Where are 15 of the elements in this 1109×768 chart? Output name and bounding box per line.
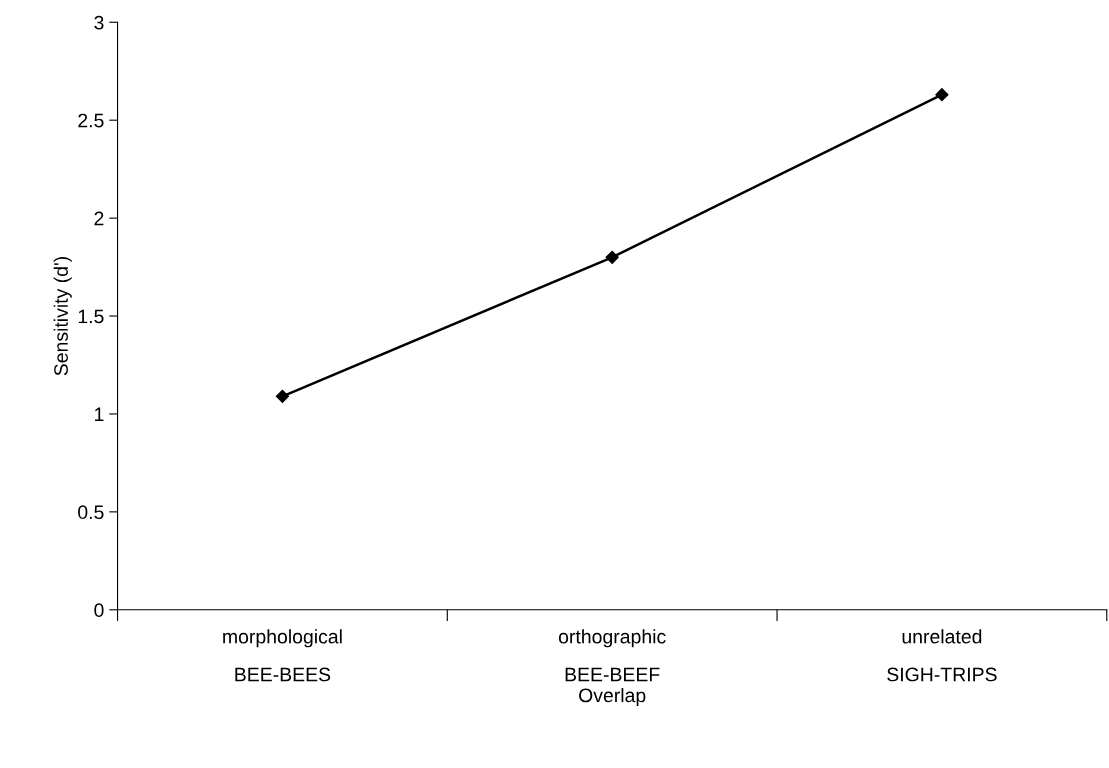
x-tick-label: morphological BEE-BEES [223,629,342,682]
y-axis-title: Sensitivity (d') [53,257,72,376]
y-tick-label: 1.5 [78,309,104,324]
category-label: unrelated SIGH-TRIPS [887,629,997,682]
y-tick-label: 0.5 [78,505,104,520]
y-tick-label: 1 [95,407,104,421]
point [935,88,949,102]
point [275,389,290,403]
x-tick-label: orthographic BEE-BEEF [558,629,666,682]
y-tick-label: 3 [94,15,104,30]
point [605,250,619,264]
x-axis-title: Overlap [579,687,646,707]
y-tick-label: 2.5 [78,113,104,128]
y-tick-label: 2 [94,211,104,226]
y-tick-label: 0 [94,603,104,618]
